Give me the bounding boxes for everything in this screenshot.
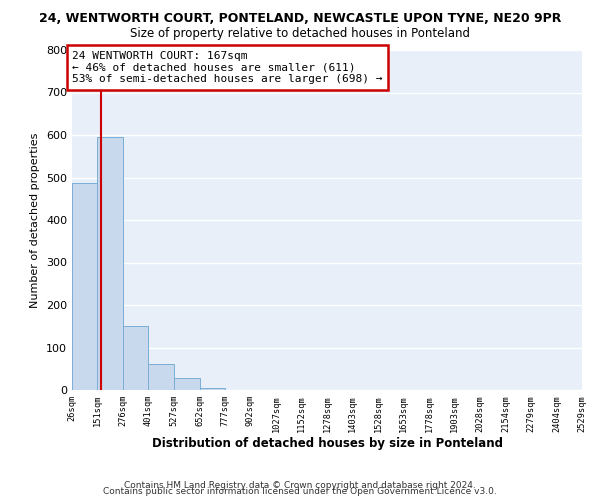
Bar — [97, 136, 123, 390]
Bar — [174, 378, 200, 390]
Bar — [123, 326, 148, 390]
Text: Size of property relative to detached houses in Ponteland: Size of property relative to detached ho… — [130, 28, 470, 40]
Text: 24, WENTWORTH COURT, PONTELAND, NEWCASTLE UPON TYNE, NE20 9PR: 24, WENTWORTH COURT, PONTELAND, NEWCASTL… — [39, 12, 561, 26]
Bar — [148, 364, 174, 390]
Text: Contains public sector information licensed under the Open Government Licence v3: Contains public sector information licen… — [103, 488, 497, 496]
Text: Contains HM Land Registry data © Crown copyright and database right 2024.: Contains HM Land Registry data © Crown c… — [124, 481, 476, 490]
Bar — [72, 183, 97, 390]
Y-axis label: Number of detached properties: Number of detached properties — [31, 132, 40, 308]
X-axis label: Distribution of detached houses by size in Ponteland: Distribution of detached houses by size … — [151, 437, 503, 450]
Bar — [200, 388, 225, 390]
Text: 24 WENTWORTH COURT: 167sqm
← 46% of detached houses are smaller (611)
53% of sem: 24 WENTWORTH COURT: 167sqm ← 46% of deta… — [73, 51, 383, 84]
